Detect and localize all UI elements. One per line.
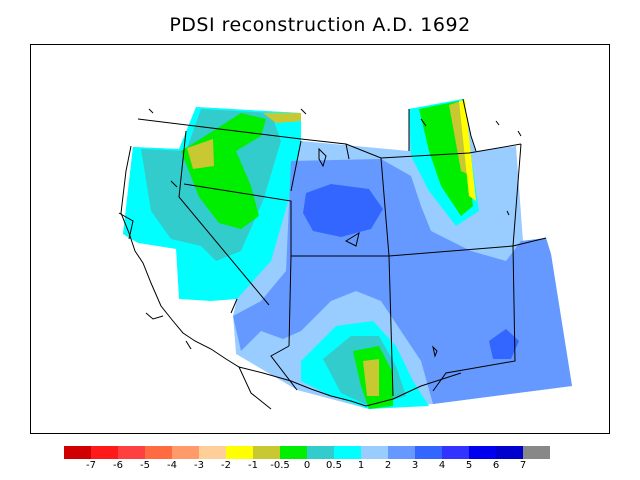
legend-label: -6 [113,460,123,471]
legend-swatch [64,446,91,459]
legend-label: -0.5 [270,460,290,471]
legend-swatch [334,446,361,459]
pdsi-field-se-deep [489,329,519,359]
map-frame [30,44,610,434]
legend-swatch [496,446,523,459]
legend-swatch [199,446,226,459]
pdsi-field-core-deep [303,184,383,237]
legend-label: -3 [194,460,204,471]
color-legend [64,446,550,459]
legend-swatch [361,446,388,459]
legend-swatch [118,446,145,459]
legend-label: -4 [167,460,177,471]
legend-label: 1 [357,460,365,471]
legend-label: 3 [411,460,419,471]
legend-label: 6 [492,460,500,471]
legend-label: 5 [465,460,473,471]
legend-labels: -7 -6 -5 -4 -3 -2 -1 -0.5 0 0.5 1 2 3 4 5 6 7 [0,460,640,474]
legend-label: 0 [303,460,311,471]
legend-swatch [91,446,118,459]
pdsi-field-nw-green [181,113,266,229]
legend-swatch [172,446,199,459]
coastline [118,145,462,410]
legend-swatch [226,446,253,459]
state-boundaries [137,98,547,397]
legend-label: 4 [438,460,446,471]
lakes [148,108,522,358]
legend-label: 2 [384,460,392,471]
legend-swatch [253,446,280,459]
pdsi-field-nw-olive [187,139,214,169]
legend-label: -1 [248,460,258,471]
legend-swatch [415,446,442,459]
pdsi-map [118,98,572,410]
ocean-area [121,234,297,395]
legend-swatch [307,446,334,459]
legend-label: 7 [519,460,527,471]
legend-swatch [388,446,415,459]
legend-label: -5 [140,460,150,471]
legend-swatch [442,446,469,459]
legend-swatch [523,446,550,459]
legend-label: -2 [221,460,231,471]
pdsi-field-south-olive [363,359,379,396]
legend-swatch [280,446,307,459]
legend-swatch [145,446,172,459]
legend-label: -7 [86,460,96,471]
pdsi-field-nw-olive-2 [263,113,301,123]
pdsi-field-ne-yellow [459,100,476,201]
chart-title: PDSI reconstruction A.D. 1692 [169,14,471,36]
legend-label: 0.5 [326,460,342,471]
legend-swatch [469,446,496,459]
